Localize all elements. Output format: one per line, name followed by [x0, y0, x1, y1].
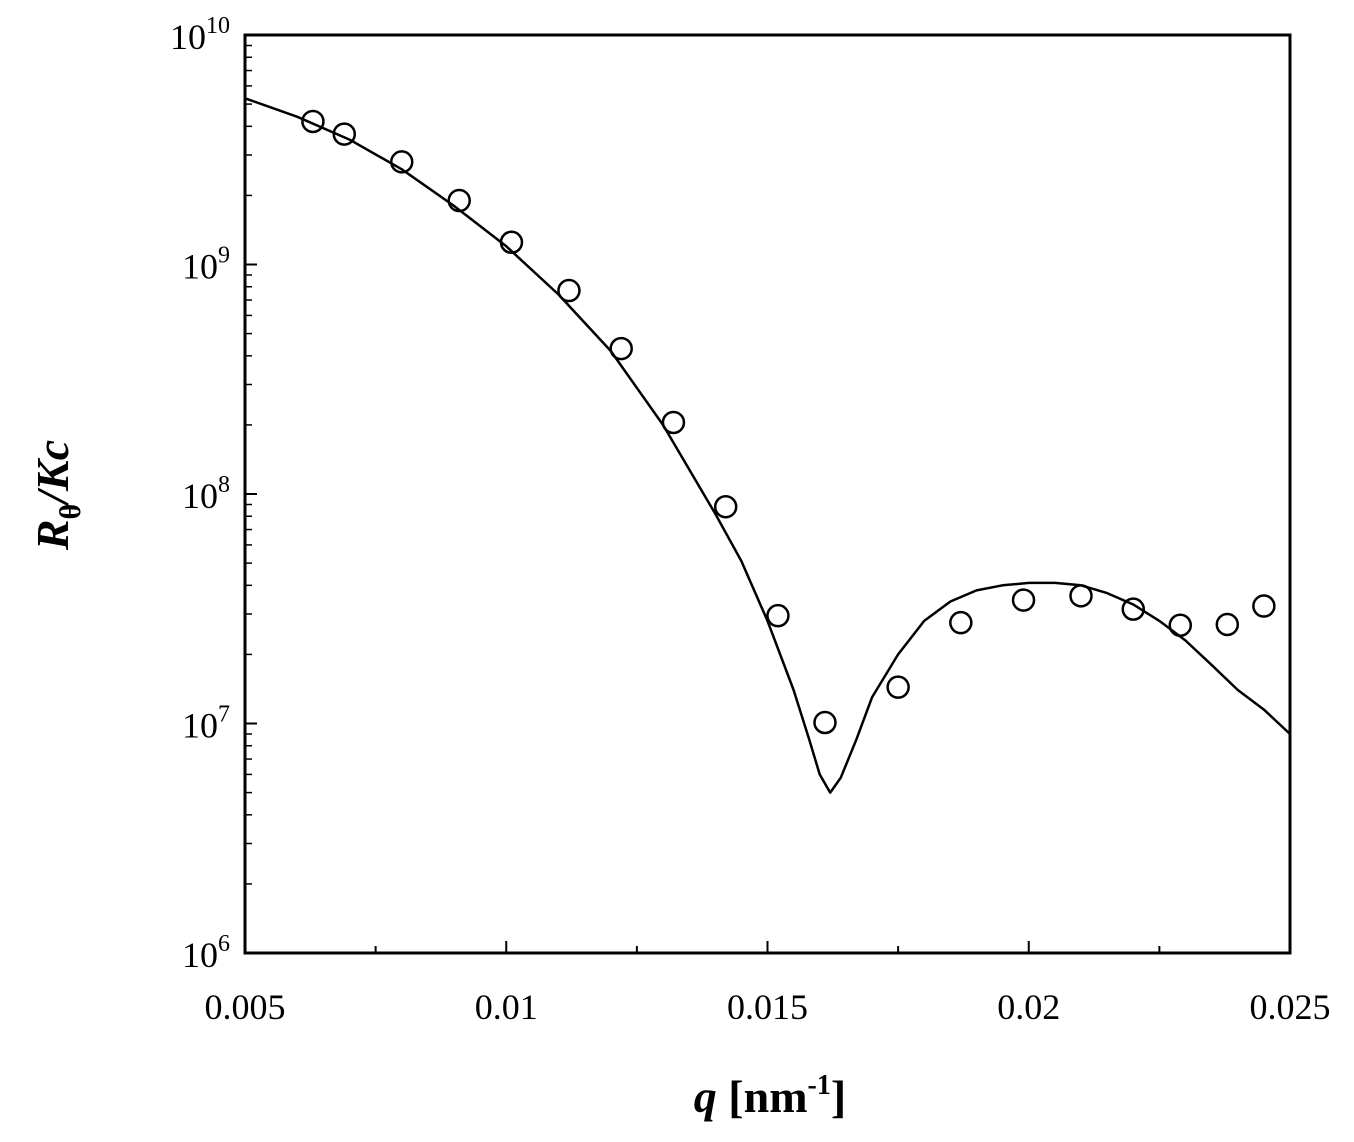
- y-tick-exponent: 7: [218, 702, 230, 728]
- fit-curve: [244, 97, 1291, 794]
- y-tick-exponent: 9: [218, 243, 230, 269]
- y-tick-label: 109: [182, 243, 230, 287]
- y-axis-sub: θ: [54, 504, 87, 520]
- y-tick-exponent: 10: [206, 13, 230, 39]
- y-axis-rest: /Kc: [27, 440, 78, 507]
- x-axis-var: q: [694, 1071, 717, 1122]
- y-tick-base: 10: [182, 935, 218, 975]
- x-axis-unit-exp: -1: [808, 1070, 831, 1101]
- data-point: [1011, 588, 1036, 612]
- data-point: [713, 494, 738, 519]
- data-point: [1252, 594, 1276, 618]
- y-axis-title: Rθ/Kc: [27, 440, 87, 551]
- y-tick-label: 106: [182, 931, 230, 975]
- data-point: [766, 603, 790, 628]
- data-point: [557, 278, 581, 303]
- y-tick-base: 10: [182, 706, 218, 746]
- data-point: [1215, 612, 1240, 637]
- y-tick-label: 108: [182, 472, 230, 516]
- data-point: [949, 610, 973, 635]
- data-point: [447, 188, 471, 213]
- x-tick-label: 0.005: [205, 987, 286, 1027]
- axis-ticks: [244, 34, 1291, 954]
- x-tick-label: 0.02: [997, 987, 1060, 1027]
- x-tick-label: 0.015: [727, 987, 808, 1027]
- y-tick-exponent: 8: [218, 472, 230, 498]
- data-point: [609, 336, 633, 361]
- data-point: [813, 710, 837, 735]
- x-axis-title: q [nm-1]: [694, 1070, 846, 1122]
- x-axis-unit-close: ]: [831, 1071, 846, 1122]
- data-point: [661, 410, 686, 435]
- y-tick-base: 10: [182, 476, 218, 516]
- data-point: [886, 675, 910, 699]
- y-tick-base: 10: [170, 17, 206, 57]
- data-point: [1121, 597, 1145, 621]
- y-tick-label: 107: [182, 702, 230, 746]
- x-tick-label: 0.025: [1250, 987, 1331, 1027]
- y-axis-main: R: [27, 519, 78, 551]
- x-tick-label: 0.01: [475, 987, 538, 1027]
- x-axis-unit-open: [nm: [717, 1071, 808, 1122]
- y-tick-exponent: 6: [218, 931, 230, 957]
- y-tick-label: 1010: [170, 13, 230, 57]
- y-tick-base: 10: [182, 247, 218, 287]
- plot-area: [244, 97, 1291, 794]
